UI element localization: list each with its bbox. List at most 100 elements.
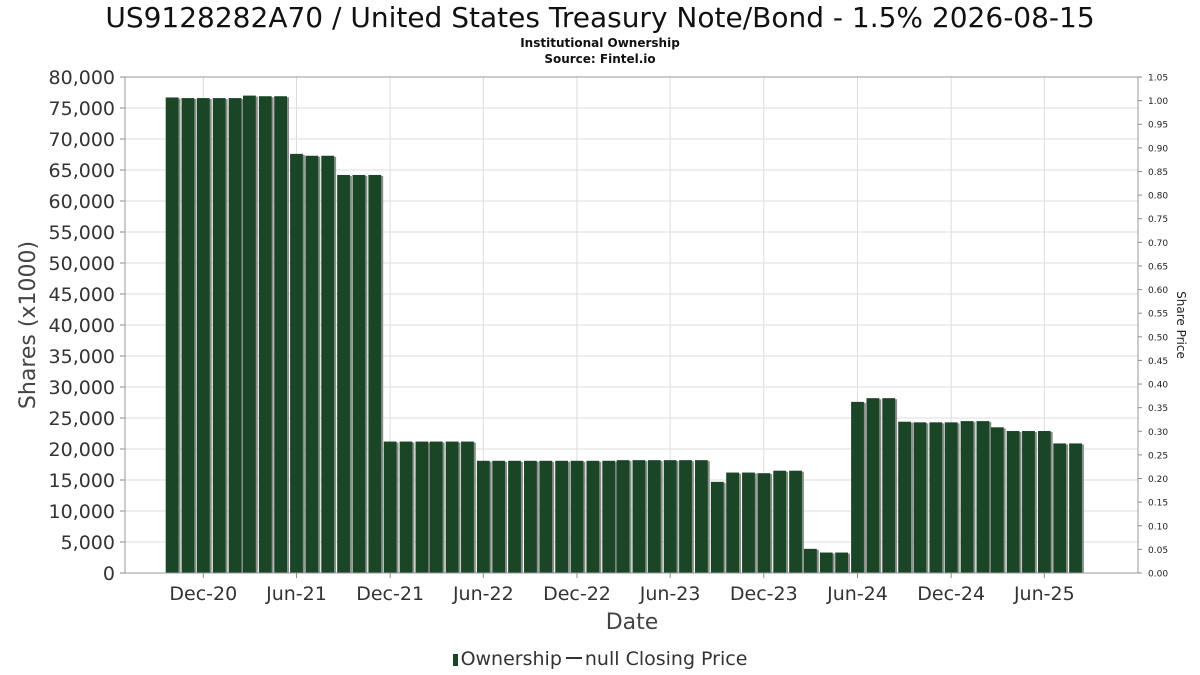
y-tick-label: 40,000	[49, 315, 115, 337]
ownership-bar	[976, 421, 990, 573]
x-tick-label: Jun-21	[265, 583, 327, 605]
plot-frame	[124, 76, 1139, 574]
ownership-bar	[773, 470, 787, 573]
y-tick-label: 0	[103, 563, 115, 585]
y-tick-label: 50,000	[49, 253, 115, 275]
legend-ownership-label: Ownership	[460, 648, 562, 670]
ownership-bar	[990, 427, 1004, 573]
ownership-bar	[461, 441, 474, 573]
y2-tick-label: 0.80	[1148, 192, 1168, 202]
ownership-bar	[1022, 431, 1035, 573]
ownership-bar	[305, 155, 319, 574]
y-tick-label: 75,000	[49, 98, 115, 120]
ownership-bar	[476, 460, 490, 573]
y-tick-label: 65,000	[49, 160, 115, 182]
ownership-bar	[960, 421, 974, 573]
ownership-bar	[383, 441, 397, 573]
ownership-bar	[165, 97, 179, 574]
ownership-bar	[757, 473, 771, 573]
ownership-bar	[679, 460, 692, 573]
ownership-legend-swatch	[452, 654, 458, 666]
y-axis-label: Shares (x1000)	[16, 241, 41, 409]
ownership-bar	[632, 460, 646, 573]
ownership-bar	[804, 548, 817, 573]
y2-tick-label: 0.40	[1148, 381, 1168, 391]
ownership-bar	[726, 472, 739, 573]
y2-tick-label: 1.00	[1148, 97, 1168, 107]
y2-tick-label: 0.95	[1148, 121, 1168, 131]
ownership-bar	[570, 460, 584, 573]
ownership-bar	[789, 470, 802, 573]
y-tick-label: 5,000	[61, 532, 115, 554]
y2-tick-label: 0.90	[1148, 144, 1168, 154]
y-tick-label: 55,000	[49, 222, 115, 244]
ownership-bar	[742, 472, 755, 573]
ownership-bar	[352, 174, 366, 573]
ownership-bar	[242, 95, 256, 573]
x-tick-label: Dec-23	[730, 583, 798, 605]
x-tick-label: Jun-22	[452, 583, 514, 605]
y-tick-label: 20,000	[49, 439, 115, 461]
ownership-bar	[929, 422, 943, 573]
y-tick-label: 25,000	[49, 408, 115, 430]
ownership-bar	[539, 460, 553, 573]
ownership-bar	[555, 460, 569, 573]
ownership-bar	[616, 460, 630, 573]
x-tick-label: Jun-25	[1013, 583, 1075, 605]
y-tick-label: 45,000	[49, 284, 115, 306]
ownership-bar	[258, 96, 272, 573]
y2-tick-label: 0.30	[1148, 428, 1168, 438]
x-axis-label: Date	[606, 610, 659, 635]
y2-tick-label: 1.05	[1148, 74, 1168, 84]
legend-closing-price-label: null Closing Price	[584, 648, 748, 670]
y2-tick-label: 0.85	[1148, 168, 1168, 178]
ownership-bar	[492, 460, 506, 573]
ownership-bar	[898, 421, 911, 573]
x-tick-label: Dec-22	[543, 583, 611, 605]
ownership-bar	[819, 552, 833, 573]
y2-tick-label: 0.70	[1148, 239, 1168, 249]
y2-tick-label: 0.50	[1148, 333, 1168, 343]
x-tick-label: Jun-24	[826, 583, 888, 605]
ownership-bar	[710, 481, 724, 573]
ownership-bar	[694, 460, 708, 573]
ownership-bar	[866, 398, 880, 573]
ownership-bar	[1053, 443, 1067, 573]
chart-title: US9128282A70 / United States Treasury No…	[105, 1, 1095, 34]
y2-axis-label: Share Price	[1174, 291, 1188, 359]
ownership-bar	[602, 460, 616, 573]
ownership-bar	[1037, 431, 1051, 573]
ownership-bar	[663, 460, 677, 573]
y2-tick-label: 0.20	[1148, 475, 1168, 485]
ownership-bar	[337, 174, 350, 573]
ownership-bar	[429, 441, 443, 573]
y2-tick-label: 0.25	[1148, 451, 1168, 461]
y-tick-label: 15,000	[49, 470, 115, 492]
ownership-bar	[445, 441, 459, 573]
ownership-bar	[228, 98, 242, 573]
x-tick-label: Jun-23	[639, 583, 701, 605]
chart-subtitle: Institutional Ownership	[520, 36, 680, 50]
ownership-bar	[290, 153, 303, 573]
y-tick-label: 70,000	[49, 129, 115, 151]
closing-price-legend-swatch	[565, 657, 582, 659]
ownership-bar	[524, 460, 537, 573]
x-tick-label: Dec-21	[356, 583, 424, 605]
y2-tick-label: 0.55	[1148, 310, 1168, 320]
ownership-bar	[586, 460, 600, 573]
ownership-bar	[913, 422, 927, 573]
chart-source: Source: Fintel.io	[544, 52, 656, 66]
y2-tick-label: 0.45	[1148, 357, 1168, 367]
ownership-bar	[1006, 431, 1020, 573]
ownership-bar	[835, 552, 849, 573]
ownership-bar	[647, 460, 661, 573]
ownership-bar	[212, 98, 226, 573]
y-tick-label: 80,000	[49, 67, 115, 89]
ownership-bar	[851, 401, 864, 573]
ownership-bar	[944, 422, 958, 573]
ownership-bar	[399, 441, 413, 573]
y-tick-label: 10,000	[49, 501, 115, 523]
ownership-bar	[274, 96, 287, 573]
ownership-bar	[181, 98, 195, 573]
